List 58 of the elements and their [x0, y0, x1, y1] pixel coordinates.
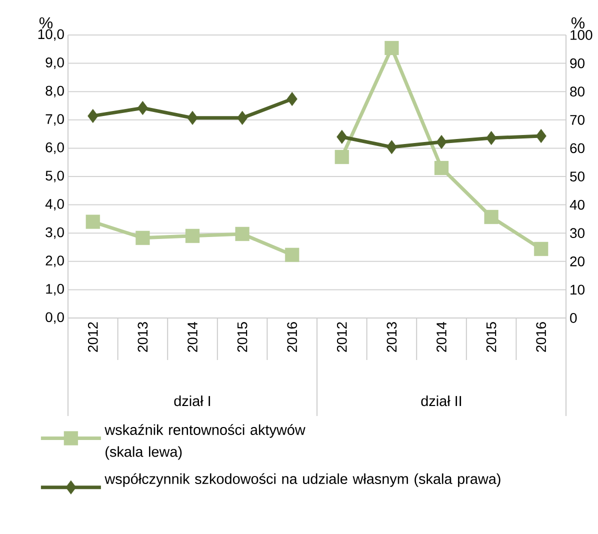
- x-tick-label: 2016: [536, 322, 546, 352]
- point: [484, 210, 498, 224]
- point: [137, 100, 148, 116]
- y2-tick-label: 20: [570, 256, 584, 266]
- point: [285, 248, 300, 262]
- point: [187, 110, 198, 125]
- point: [434, 160, 449, 176]
- point: [436, 134, 447, 150]
- point: [286, 92, 298, 106]
- y2-tick-label: 70: [570, 114, 584, 125]
- y-tick-label: 6,0: [46, 142, 64, 154]
- x-tick-label: 2012: [336, 322, 347, 352]
- point: [88, 108, 98, 123]
- y-tick-label: 2,0: [46, 256, 64, 268]
- point: [86, 214, 100, 229]
- point: [384, 40, 399, 56]
- y2-tick-label: 30: [570, 228, 584, 238]
- point: [235, 226, 250, 242]
- x-tick-label: 2016: [287, 322, 298, 352]
- x-tick-label: 2014: [188, 322, 198, 352]
- point: [136, 230, 150, 245]
- y2-tick-label: 60: [570, 143, 584, 154]
- legend-label: współczynnik szkodowości na udziale własnym (skala prawa): [104, 473, 500, 487]
- point: [486, 130, 497, 146]
- y-tick-label: 8,0: [46, 86, 64, 98]
- point: [336, 130, 348, 144]
- y-tick-label: 10,0: [38, 29, 64, 41]
- y-tick-label: 3,0: [46, 227, 64, 239]
- y2-tick-label: 100: [570, 30, 592, 40]
- y2-tick-label: 80: [570, 86, 584, 97]
- y-axis-title: %: [39, 17, 53, 28]
- point: [534, 242, 548, 256]
- x-tick-label: 2013: [138, 322, 148, 352]
- point: [386, 140, 398, 154]
- y2-tick-label: 90: [570, 58, 584, 68]
- y-tick-label: 9,0: [46, 58, 64, 70]
- y-tick-label: 1,0: [46, 284, 64, 296]
- y-tick-label: 7,0: [46, 114, 64, 126]
- text: dział I: [174, 396, 210, 406]
- y-tick-label: 0,0: [46, 312, 64, 324]
- point: [236, 110, 248, 125]
- point: [334, 150, 349, 164]
- x-tick-label: 2014: [436, 322, 446, 352]
- x-tick-label: 2013: [386, 322, 397, 352]
- x-tick-label: 2015: [237, 322, 248, 352]
- y-tick-label: 4,0: [45, 199, 64, 211]
- y2-tick-label: 0: [570, 313, 577, 323]
- legend-label: wskaźnik rentowności aktywów (skala lewa): [104, 424, 306, 460]
- y2-axis-title: %: [571, 17, 585, 28]
- y-tick-label: 5,0: [46, 170, 64, 182]
- x-tick-label: 2015: [486, 322, 496, 352]
- point: [536, 128, 546, 144]
- y2-tick-label: 10: [570, 284, 584, 295]
- x-tick-label: 2012: [88, 322, 98, 352]
- text: dział II: [421, 396, 462, 406]
- y2-tick-label: 40: [570, 200, 584, 210]
- point: [185, 228, 200, 243]
- y2-tick-label: 50: [570, 172, 584, 182]
